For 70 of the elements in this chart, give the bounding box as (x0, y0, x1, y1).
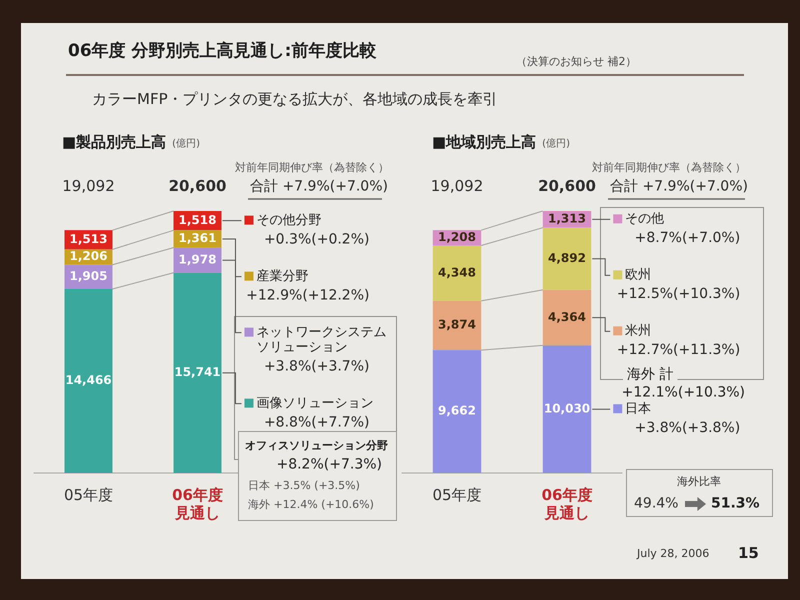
bar (174, 272, 222, 473)
total-label: 20,600 (168, 176, 226, 195)
bar (542, 345, 592, 473)
text: 海外比率 (677, 474, 721, 488)
total-label: 20,600 (538, 176, 596, 195)
data-label: 15,741 (174, 365, 221, 380)
text: 06年度 分野別売上高見通し:前年度比較 (68, 41, 376, 62)
legend-label: 画像ソリューション (256, 396, 374, 412)
annotation: +12.7%(+11.3%) (616, 342, 740, 358)
text: +3.8%(+3.7%) (264, 358, 370, 374)
total-label: 19,092 (62, 176, 115, 195)
text: 51.3% (711, 496, 760, 512)
data-label: 1,313 (548, 211, 586, 226)
legend-label: ネットワークシステムソリューション (256, 325, 386, 356)
text: +8.2%(+7.3%) (276, 456, 382, 473)
text: 海外 計 (627, 366, 674, 383)
data-label: 1,361 (178, 231, 216, 246)
bar (542, 290, 592, 346)
data-label: 3,874 (438, 318, 476, 332)
bar (64, 288, 112, 473)
legend-label: 米州 (625, 324, 652, 339)
data-label: 1,513 (70, 232, 108, 246)
text: 対前年同期伸び率（為替除く） (235, 160, 389, 174)
data-label: 1,206 (70, 249, 108, 264)
text: +3.8%(+3.8%) (634, 420, 740, 436)
legend-label: その他 (625, 212, 664, 227)
annotation: +12.1%(+10.3%) (622, 384, 745, 401)
text: +8.8%(+7.7%) (264, 414, 370, 430)
annotation: +12.9%(+12.2%) (246, 287, 370, 304)
legend-label: 日本 (625, 402, 652, 417)
text: 対前年同期伸び率（為替除く） (592, 160, 746, 174)
annotation: +12.5%(+10.3%) (616, 286, 740, 302)
chart-subtitle: (億円) (172, 138, 200, 150)
x-tick-label: 05年度 (432, 486, 482, 504)
data-label: 14,466 (65, 373, 112, 388)
text: 15 (738, 544, 759, 562)
data-label: 4,892 (548, 250, 586, 265)
text: カラーMFP・プリンタの更なる拡大が、各地域の成長を牽引 (92, 90, 498, 108)
text: +8.7%(+7.0%) (634, 230, 740, 246)
text: 合計 +7.9%(+7.0%) (250, 178, 388, 195)
data-label: 10,030 (544, 401, 590, 416)
text: （決算のお知らせ 補2） (516, 55, 636, 68)
text: July 28, 2006 (637, 547, 710, 560)
text: 合計 +7.9%(+7.0%) (610, 178, 748, 195)
bar (432, 300, 482, 350)
data-label: 4,364 (548, 310, 586, 324)
data-label: 9,662 (438, 404, 476, 418)
chart-title: ■製品別売上高 (62, 132, 166, 151)
chart-title: ■地域別売上高 (432, 132, 536, 151)
text: 49.4% (634, 496, 678, 512)
bar (432, 246, 482, 301)
data-label: 1,208 (438, 230, 476, 244)
data-label: 1,978 (178, 252, 216, 266)
data-label: 1,905 (70, 269, 108, 284)
x-tick-label: 06年度見通し (542, 486, 592, 522)
text: +0.3%(+0.2%) (264, 231, 370, 248)
data-label: 4,348 (438, 265, 476, 280)
text: 日本 +3.5% (+3.5%) (248, 478, 360, 492)
annotation: オフィスソリューション分野 (245, 438, 388, 452)
legend-label: 欧州 (625, 268, 652, 283)
text: 海外 +12.4% (+10.6%) (248, 498, 374, 511)
x-tick-label: 05年度 (64, 486, 114, 504)
legend-label: 産業分野 (256, 268, 308, 284)
data-label: 1,518 (178, 212, 216, 227)
bar (432, 350, 482, 473)
bar (542, 228, 592, 290)
total-label: 19,092 (430, 176, 484, 195)
x-tick-label: 06年度見通し (172, 486, 223, 522)
chart-subtitle: (億円) (542, 138, 570, 150)
legend-label: その他分野 (256, 213, 322, 228)
